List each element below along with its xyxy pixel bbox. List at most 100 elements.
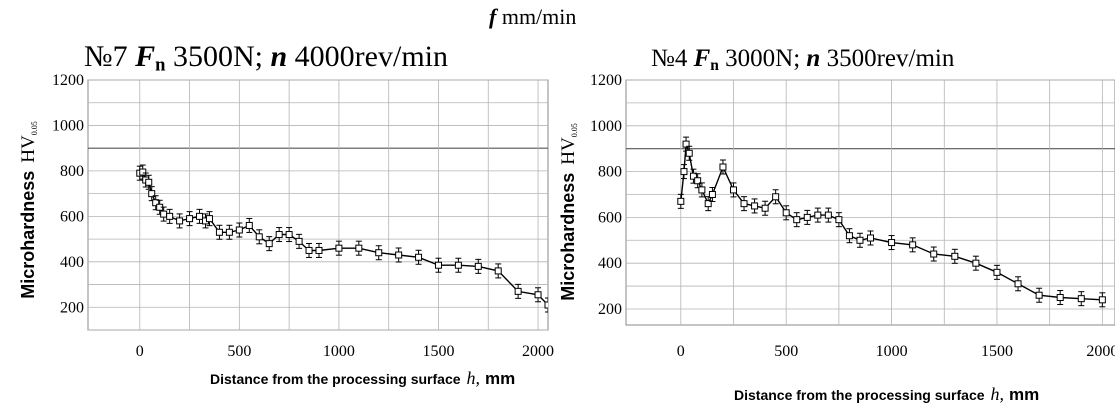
data-point: [245, 221, 253, 229]
data-point: [888, 239, 896, 247]
data-point: [824, 211, 832, 219]
x-axis-label: Distance from the processing surface h, mm: [734, 384, 1039, 404]
y-axis-label: Microhardness HV0.05: [560, 123, 579, 301]
data-point: [685, 149, 693, 157]
speed-value: 4000rev/min: [294, 40, 448, 73]
data-point: [152, 199, 160, 207]
data-point: [835, 216, 843, 224]
data-point: [719, 163, 727, 171]
x-axis-label: Distance from the processing surface h, mm: [210, 368, 515, 388]
data-point: [909, 241, 917, 249]
y-axis-label-main: Microhardness: [18, 171, 38, 299]
x-axis-label-variable: h,: [991, 384, 1005, 404]
data-point: [751, 202, 759, 210]
data-point: [514, 287, 522, 295]
force-symbol: F: [135, 40, 156, 73]
data-point: [315, 246, 323, 254]
data-point: [434, 261, 442, 269]
data-layer: [136, 164, 548, 313]
x-axis-label-main: Distance from the processing surface: [734, 387, 985, 403]
y-axis-label-main: Microhardness: [560, 173, 578, 301]
data-point: [803, 213, 811, 221]
y-tick-label: 200: [598, 301, 622, 318]
data-point: [355, 244, 363, 252]
data-point: [772, 193, 780, 201]
data-point: [285, 231, 293, 239]
data-point: [186, 215, 194, 223]
data-point: [235, 226, 243, 234]
chart-title-left: №7 Fn 3500N; n 4000rev/min: [84, 42, 448, 75]
data-point: [1077, 295, 1085, 303]
y-tick-label: 800: [598, 164, 622, 181]
data-point: [972, 259, 980, 267]
x-axis-label-unit: mm: [1009, 385, 1039, 404]
data-point: [205, 215, 213, 223]
y-tick-label: 600: [598, 209, 622, 226]
data-point: [708, 190, 716, 198]
data-point: [793, 216, 801, 224]
data-point: [215, 228, 223, 236]
y-axis-label: Microhardness HV0.05: [18, 121, 39, 299]
y-tick-label: 1200: [52, 72, 84, 89]
data-point: [1056, 294, 1064, 302]
y-tick-label: 400: [60, 254, 84, 271]
y-tick-label: 800: [60, 163, 84, 180]
data-point: [677, 197, 685, 205]
speed-symbol: n: [806, 45, 821, 72]
y-tick-label: 1200: [590, 72, 622, 89]
y-axis-label-hv-subscript: 0.05: [30, 121, 39, 135]
data-point: [166, 212, 174, 220]
chart-title-right: №4 Fn 3000N; n 3500rev/min: [651, 46, 954, 73]
data-point: [160, 210, 168, 218]
data-point: [375, 249, 383, 257]
data-point: [534, 291, 542, 299]
x-tick-label: 0: [677, 343, 685, 360]
y-tick-label: 600: [60, 208, 84, 225]
data-point: [867, 234, 874, 242]
data-point: [335, 244, 343, 252]
data-point: [694, 177, 702, 185]
y-axis-label-hv: HV: [18, 135, 39, 163]
y-tick-label: 400: [598, 255, 622, 272]
data-point: [148, 190, 156, 198]
force-value: 3000N;: [725, 45, 801, 72]
plot-area: [87, 79, 549, 331]
data-point: [930, 250, 938, 258]
x-tick-label: 2000: [522, 343, 554, 360]
x-axis-label-main: Distance from the processing surface: [210, 371, 461, 387]
x-tick-label: 1000: [876, 343, 908, 360]
x-tick-label: 500: [774, 343, 798, 360]
y-tick-label: 200: [60, 299, 84, 316]
data-point: [196, 212, 204, 220]
microhardness-chart-left: 200 400 600 800 1000 1200 0 500 1000 1500 2000 Micr…: [18, 72, 554, 388]
y-tick-label: 1000: [590, 118, 622, 135]
x-axis-label-unit: mm: [485, 369, 515, 388]
speed-symbol: n: [270, 40, 288, 73]
data-point: [814, 211, 822, 219]
y-tick-label: 1000: [52, 117, 84, 134]
x-tick-label: 2000: [1086, 343, 1115, 360]
data-point: [761, 204, 769, 212]
data-point: [1035, 291, 1043, 299]
data-point: [295, 237, 303, 245]
data-point: [740, 200, 748, 208]
data-point: [704, 200, 712, 208]
force-value: 3500N;: [172, 40, 263, 73]
y-axis-label-hv-subscript: 0.05: [570, 123, 579, 137]
force-subscript: n: [710, 56, 719, 74]
y-axis-label-hv: HV: [560, 137, 579, 165]
data-point: [1014, 280, 1022, 288]
data-point: [139, 168, 147, 176]
x-tick-label: 1500: [422, 343, 454, 360]
microhardness-chart-right: 200 400 600 800 1000 1200 0 500 1000 1500 2000 Micr…: [560, 72, 1115, 404]
data-point: [255, 233, 263, 241]
data-point: [782, 209, 790, 217]
x-tick-label: 1000: [323, 343, 355, 360]
data-point: [682, 140, 690, 148]
data-point: [1098, 296, 1106, 304]
feed-rate-symbol: f: [489, 4, 497, 29]
data-point: [729, 186, 737, 194]
speed-value: 3500rev/min: [826, 45, 955, 72]
data-point: [176, 217, 184, 225]
x-axis-label-variable: h,: [467, 368, 481, 388]
